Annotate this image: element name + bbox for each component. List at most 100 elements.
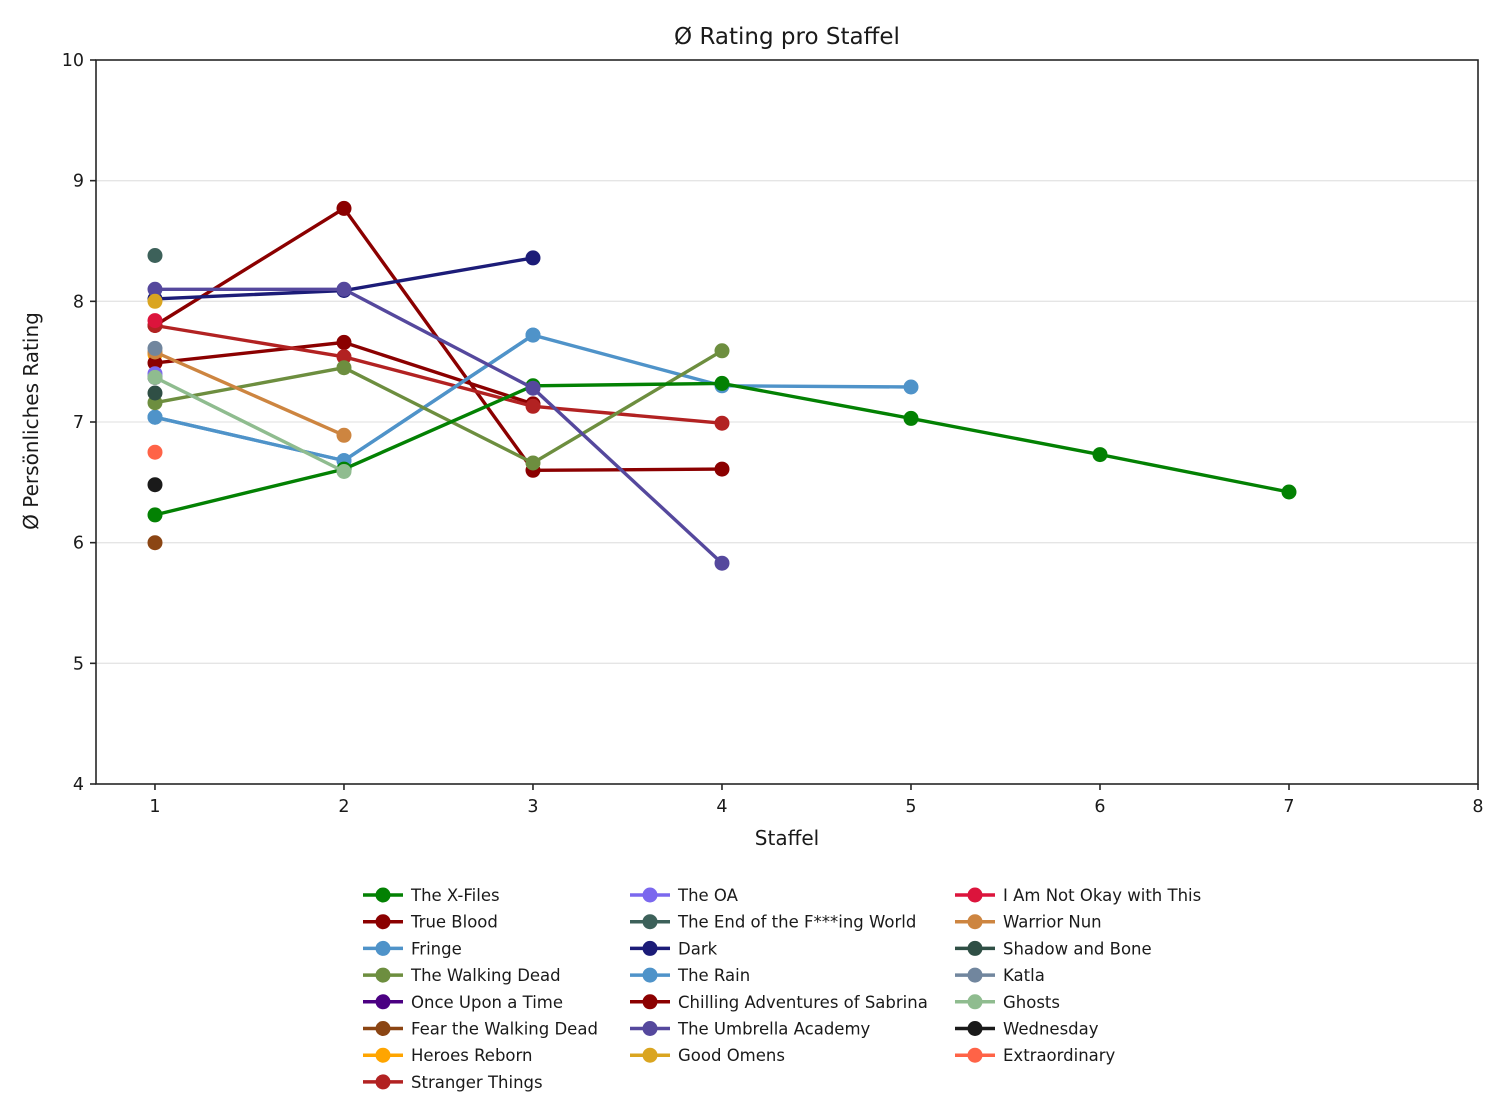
series-good-omens: [147, 293, 163, 309]
legend-label: True Blood: [410, 913, 498, 932]
legend-label: Once Upon a Time: [411, 993, 563, 1012]
data-point: [903, 410, 919, 426]
legend-label: The Umbrella Academy: [677, 1020, 871, 1039]
legend-label: Dark: [678, 939, 718, 958]
y-tick-label: 8: [73, 292, 84, 312]
y-tick-label: 7: [73, 413, 84, 433]
legend-label: The X-Files: [410, 886, 500, 905]
data-point: [147, 313, 163, 329]
x-tick-label: 6: [1094, 797, 1105, 817]
data-point: [1281, 484, 1297, 500]
legend-swatch-dot: [375, 1074, 391, 1090]
legend-label: Warrior Nun: [1003, 913, 1102, 932]
series-line: [154, 350, 345, 437]
data-point: [525, 380, 541, 396]
legend-item-shadow-and-bone: Shadow and Bone: [955, 939, 1152, 958]
legend-label: Extraordinary: [1003, 1046, 1116, 1065]
legend-label: The End of the F***ing World: [677, 913, 916, 932]
legend-item-good-omens: Good Omens: [630, 1046, 785, 1065]
series-line: [155, 287, 724, 565]
legend-item-extraordinary: Extraordinary: [955, 1046, 1116, 1065]
legend-swatch-dot: [642, 967, 658, 983]
legend-item-katla: Katla: [955, 966, 1045, 985]
legend-swatch-dot: [375, 887, 391, 903]
legend-item-stranger-things: Stranger Things: [363, 1073, 543, 1092]
legend-label: Stranger Things: [411, 1073, 543, 1092]
series-line: [154, 349, 723, 465]
legend-swatch-dot: [967, 967, 983, 983]
data-point: [714, 555, 730, 571]
legend-swatch-dot: [967, 1021, 983, 1036]
legend-swatch-dot: [642, 1047, 658, 1063]
series-extraordinary: [147, 444, 163, 460]
data-point: [714, 343, 730, 359]
tick-labels: 1 2 3 4 5 6 7 8 4 5 6 7 8 9 10: [62, 51, 1484, 817]
data-point: [147, 369, 163, 385]
x-axis-label: Staffel: [755, 826, 819, 850]
legend-item-the-rain: The Rain: [630, 966, 750, 985]
legend-swatch-dot: [642, 940, 658, 956]
legend-swatch-dot: [967, 914, 983, 930]
legend-item-the-walking-dead: The Walking Dead: [363, 966, 561, 985]
legend-swatch-dot: [375, 1021, 391, 1036]
data-point: [336, 464, 352, 479]
legend-label: The OA: [677, 886, 739, 905]
legend-label: The Walking Dead: [410, 966, 561, 985]
x-tick-label: 8: [1472, 797, 1483, 817]
legend-item-the-oa: The OA: [630, 886, 739, 905]
data-point: [714, 461, 730, 477]
data-point: [147, 293, 163, 309]
y-tick-label: 4: [73, 775, 84, 795]
legend-label: Fear the Walking Dead: [411, 1020, 598, 1039]
legend-item-chilling-adventures-of-sabrina: Chilling Adventures of Sabrina: [630, 993, 928, 1012]
legend-label: The Rain: [677, 966, 750, 985]
data-point: [336, 200, 352, 216]
series-the-x-files: [147, 375, 1297, 523]
y-tick-label: 9: [73, 172, 84, 192]
legend-label: Ghosts: [1003, 993, 1060, 1012]
series-line: [154, 375, 345, 474]
data-point: [525, 398, 541, 414]
legend-item-true-blood: True Blood: [363, 913, 498, 932]
legend-label: Fringe: [411, 939, 462, 958]
legend-swatch-dot: [375, 967, 391, 983]
y-tick-label: 10: [62, 51, 84, 71]
y-axis-label: Ø Persönliches Rating: [19, 312, 43, 530]
legend-label: Shadow and Bone: [1003, 939, 1152, 958]
legend-swatch-dot: [375, 914, 391, 930]
series-the-end-of-the-f-ing-world: [147, 248, 163, 263]
data-point: [147, 281, 163, 297]
x-tick-label: 3: [527, 797, 538, 817]
legend-item-fear-the-walking-dead: Fear the Walking Dead: [363, 1020, 598, 1039]
series-i-am-not-okay-with-this: [147, 313, 163, 329]
legend-label: I Am Not Okay with This: [1003, 886, 1201, 905]
series-the-walking-dead: [147, 343, 730, 471]
legend-item-i-am-not-okay-with-this: I Am Not Okay with This: [955, 886, 1201, 905]
data-point: [147, 248, 163, 263]
x-tick-label: 4: [716, 797, 727, 817]
legend-swatch-dot: [642, 887, 658, 903]
data-point: [1092, 447, 1108, 463]
data-point: [336, 334, 352, 350]
series-fear-the-walking-dead: [147, 535, 163, 551]
gridlines: [96, 180, 1478, 664]
legend-swatch-dot: [967, 994, 983, 1010]
series-fringe: [147, 327, 919, 469]
legend-swatch-dot: [375, 940, 391, 956]
legend-swatch-dot: [642, 914, 658, 930]
data-point: [336, 281, 352, 297]
chart-title: Ø Rating pro Staffel: [674, 24, 900, 50]
x-tick-label: 7: [1283, 797, 1294, 817]
data-point: [714, 415, 730, 431]
series-dark: [147, 250, 541, 307]
legend-item-once-upon-a-time: Once Upon a Time: [363, 993, 563, 1012]
data-point: [147, 340, 163, 356]
series-wednesday: [147, 477, 163, 493]
data-point: [336, 427, 352, 443]
legend-label: Wednesday: [1003, 1020, 1099, 1039]
legend-label: Heroes Reborn: [411, 1046, 532, 1065]
legend-swatch-dot: [967, 940, 983, 956]
x-tick-label: 5: [905, 797, 916, 817]
data-point: [336, 360, 352, 376]
